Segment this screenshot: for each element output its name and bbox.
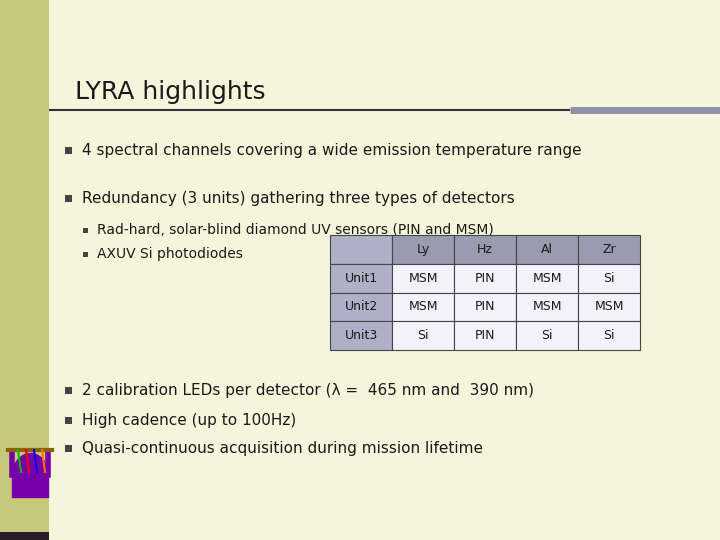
Bar: [65, 146, 71, 153]
Bar: [578, 321, 640, 350]
Bar: [516, 321, 578, 350]
Bar: [392, 293, 454, 321]
Text: AXUV Si photodiodes: AXUV Si photodiodes: [97, 247, 243, 261]
Bar: [454, 321, 516, 350]
Text: Al: Al: [541, 243, 553, 256]
Text: PIN: PIN: [474, 272, 495, 285]
Text: PIN: PIN: [474, 300, 495, 313]
Bar: [65, 387, 71, 394]
Bar: [392, 264, 454, 293]
Text: Redundancy (3 units) gathering three types of detectors: Redundancy (3 units) gathering three typ…: [82, 191, 515, 206]
Bar: [578, 293, 640, 321]
Bar: [330, 235, 392, 264]
Bar: [392, 235, 454, 264]
Bar: [65, 444, 71, 451]
Text: Ly: Ly: [416, 243, 430, 256]
Bar: [454, 235, 516, 264]
Text: Unit2: Unit2: [344, 300, 377, 313]
Bar: [330, 264, 392, 293]
Text: MSM: MSM: [408, 272, 438, 285]
Text: Unit1: Unit1: [344, 272, 377, 285]
Text: MSM: MSM: [532, 300, 562, 313]
Bar: [516, 293, 578, 321]
Bar: [65, 194, 71, 201]
Bar: [330, 321, 392, 350]
Bar: [454, 264, 516, 293]
Text: Zr: Zr: [602, 243, 616, 256]
Text: Quasi-continuous acquisition during mission lifetime: Quasi-continuous acquisition during miss…: [82, 441, 483, 456]
Bar: [83, 252, 88, 256]
Bar: [454, 293, 516, 321]
Text: Si: Si: [418, 329, 428, 342]
Bar: [516, 264, 578, 293]
Text: Unit3: Unit3: [344, 329, 377, 342]
Text: Si: Si: [541, 329, 553, 342]
Text: 2 calibration LEDs per detector (λ =  465 nm and  390 nm): 2 calibration LEDs per detector (λ = 465…: [82, 382, 534, 397]
Text: MSM: MSM: [594, 300, 624, 313]
Text: PIN: PIN: [474, 329, 495, 342]
Text: Hz: Hz: [477, 243, 493, 256]
Bar: [392, 321, 454, 350]
Text: 4 spectral channels covering a wide emission temperature range: 4 spectral channels covering a wide emis…: [82, 143, 582, 158]
Text: MSM: MSM: [408, 300, 438, 313]
Text: High cadence (up to 100Hz): High cadence (up to 100Hz): [82, 413, 296, 428]
Bar: [516, 235, 578, 264]
Text: Si: Si: [603, 329, 615, 342]
Bar: [83, 227, 88, 233]
Bar: [578, 235, 640, 264]
Text: LYRA highlights: LYRA highlights: [75, 80, 266, 104]
Text: MSM: MSM: [532, 272, 562, 285]
Text: Si: Si: [603, 272, 615, 285]
Bar: [330, 293, 392, 321]
Text: Rad-hard, solar-blind diamond UV sensors (PIN and MSM): Rad-hard, solar-blind diamond UV sensors…: [97, 223, 494, 237]
Bar: [0, 532, 49, 540]
Bar: [578, 264, 640, 293]
Bar: [65, 416, 71, 423]
Bar: [0, 0, 49, 540]
